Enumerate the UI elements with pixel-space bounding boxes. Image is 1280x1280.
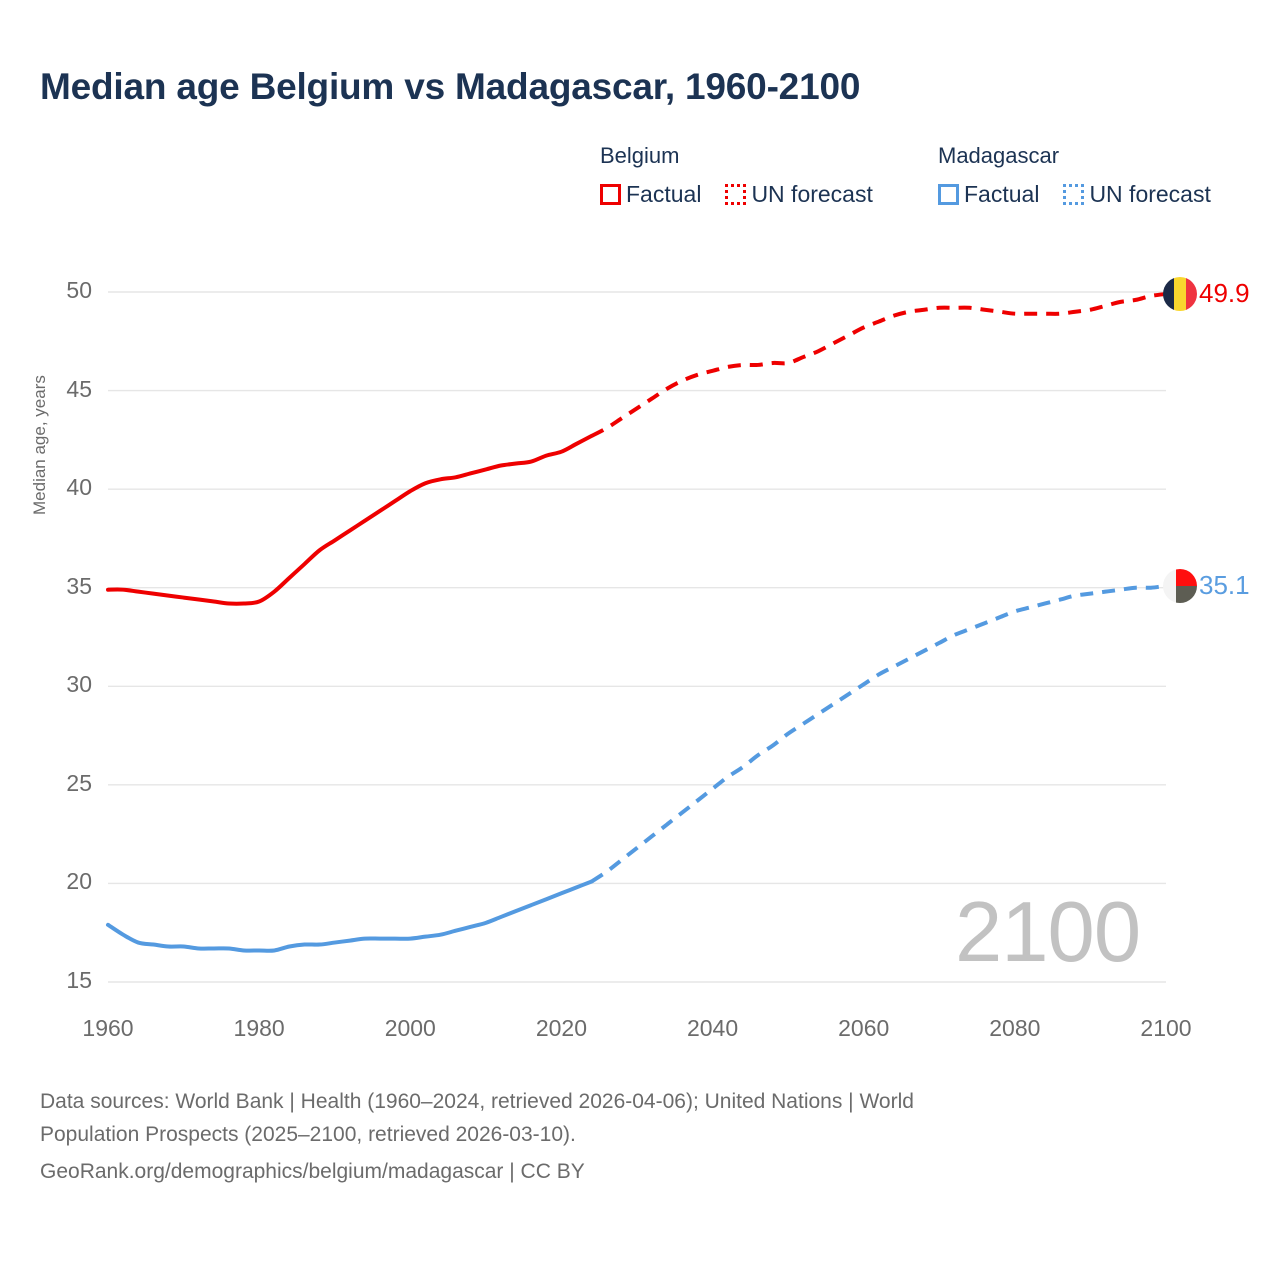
legend-label-belgium-forecast: UN forecast bbox=[751, 181, 873, 207]
x-tick-label: 2060 bbox=[838, 1015, 890, 1041]
legend-swatch-dotted-icon bbox=[725, 184, 747, 205]
legend-group-madagascar: Madagascar Factual UN forecast bbox=[938, 143, 1211, 208]
endpoint-belgium: 49.9 bbox=[1163, 276, 1250, 311]
y-tick-label: 50 bbox=[66, 277, 92, 303]
legend-group-belgium: Belgium Factual UN forecast bbox=[600, 143, 873, 208]
footer-line-2: Population Prospects (2025–2100, retriev… bbox=[40, 1123, 576, 1146]
legend-item-belgium-factual[interactable]: Factual bbox=[600, 181, 701, 208]
x-tick-label: 1980 bbox=[233, 1015, 285, 1041]
chart-legend: Belgium Factual UN forecast Madagascar F… bbox=[600, 143, 1260, 223]
series-line-factual-belgium bbox=[106, 433, 594, 606]
legend-label-madagascar-factual: Factual bbox=[964, 181, 1040, 207]
endpoint-value-belgium: 49.9 bbox=[1199, 278, 1250, 309]
y-tick-label: 20 bbox=[66, 868, 92, 895]
page-title: Median age Belgium vs Madagascar, 1960-2… bbox=[40, 66, 861, 107]
footer-line-1: Data sources: World Bank | Health (1960–… bbox=[40, 1090, 914, 1113]
legend-item-madagascar-factual[interactable]: Factual bbox=[938, 181, 1039, 208]
legend-item-belgium-forecast[interactable]: UN forecast bbox=[725, 181, 873, 208]
y-tick-label: 25 bbox=[66, 769, 92, 796]
legend-label-madagascar-forecast: UN forecast bbox=[1089, 181, 1211, 207]
footer-line-3[interactable]: GeoRank.org/demographics/belgium/madagas… bbox=[40, 1160, 585, 1183]
legend-item-madagascar-forecast[interactable]: UN forecast bbox=[1063, 181, 1211, 208]
y-tick-label: 35 bbox=[66, 572, 92, 599]
y-tick-label: 45 bbox=[66, 375, 92, 402]
footer-sources: Data sources: World Bank | Health (1960–… bbox=[40, 1085, 1220, 1188]
series-line-forecast-madagascar bbox=[590, 583, 1167, 884]
watermark-year: 2100 bbox=[955, 885, 1141, 980]
legend-swatch-solid-icon bbox=[938, 184, 959, 205]
endpoint-value-madagascar: 35.1 bbox=[1199, 570, 1250, 601]
endpoint-madagascar: 35.1 bbox=[1163, 568, 1250, 603]
belgium-flag-icon bbox=[1163, 276, 1197, 311]
x-tick-label: 2080 bbox=[989, 1015, 1041, 1041]
x-tick-label: 2040 bbox=[686, 1015, 739, 1041]
legend-swatch-solid-icon bbox=[600, 184, 621, 205]
y-tick-label: 30 bbox=[66, 671, 92, 698]
y-tick-label: 15 bbox=[66, 967, 92, 993]
x-tick-label: 2020 bbox=[535, 1015, 587, 1041]
legend-swatch-dotted-icon bbox=[1063, 184, 1085, 205]
legend-country-madagascar: Madagascar bbox=[938, 143, 1060, 168]
x-tick-label: 1960 bbox=[82, 1015, 134, 1041]
x-tick-label: 2000 bbox=[384, 1015, 436, 1041]
madagascar-flag-icon bbox=[1163, 568, 1197, 603]
series-line-factual-madagascar bbox=[106, 879, 594, 953]
x-tick-label: 2100 bbox=[1140, 1015, 1192, 1041]
legend-label-belgium-factual: Factual bbox=[626, 181, 702, 207]
legend-country-belgium: Belgium bbox=[600, 143, 680, 168]
series-line-forecast-belgium bbox=[590, 291, 1167, 438]
y-tick-label: 40 bbox=[66, 474, 92, 501]
